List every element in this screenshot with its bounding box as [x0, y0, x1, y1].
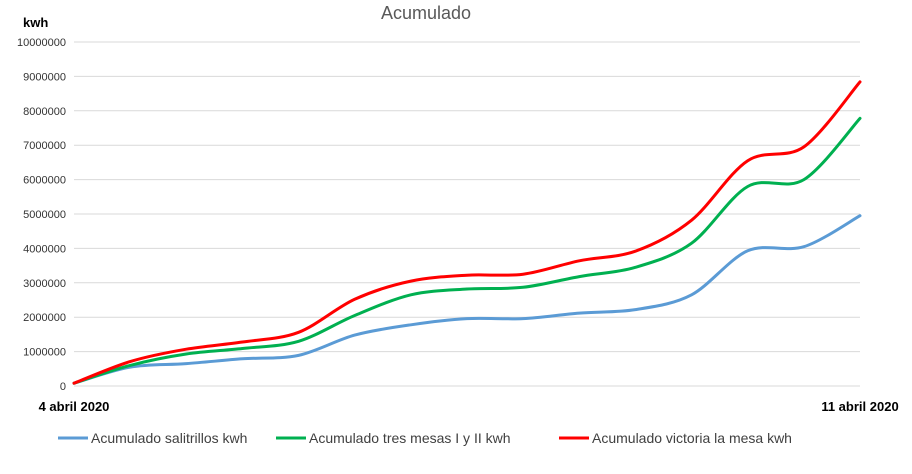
legend-label: Acumulado victoria la mesa kwh: [592, 430, 792, 446]
y-axis-tick-labels: 0 1000000 2000000 3000000 4000000 5000000 6000…: [17, 37, 66, 393]
y-tick-label: 10000000: [17, 37, 66, 49]
y-tick-label: 6000000: [23, 175, 66, 187]
x-tick-label: 4 abril 2020: [39, 399, 110, 414]
series-line-2: [72, 116, 862, 385]
legend: Acumulado salitrillos kwh Acumulado tres …: [58, 430, 792, 446]
y-tick-label: 4000000: [23, 243, 66, 255]
x-tick-label: 11 abril 2020: [821, 399, 898, 414]
y-tick-label: 0: [60, 381, 66, 393]
y-axis-unit-label: kwh: [23, 15, 48, 30]
y-tick-label: 1000000: [23, 347, 66, 359]
series-line-1: [72, 214, 862, 385]
y-tick-label: 5000000: [23, 209, 66, 221]
y-tick-label: 7000000: [23, 140, 66, 152]
series-lines: [72, 80, 862, 385]
gridlines: [74, 41, 860, 387]
y-tick-label: 3000000: [23, 278, 66, 290]
legend-label: Acumulado salitrillos kwh: [91, 430, 247, 446]
y-tick-label: 2000000: [23, 312, 66, 324]
series-line-3: [72, 80, 862, 385]
x-axis-tick-labels: 4 abril 2020 11 abril 2020: [39, 399, 899, 414]
legend-label: Acumulado tres mesas I y II kwh: [309, 430, 511, 446]
y-tick-label: 8000000: [23, 106, 66, 118]
chart-title: Acumulado: [381, 3, 471, 23]
y-tick-label: 9000000: [23, 71, 66, 83]
